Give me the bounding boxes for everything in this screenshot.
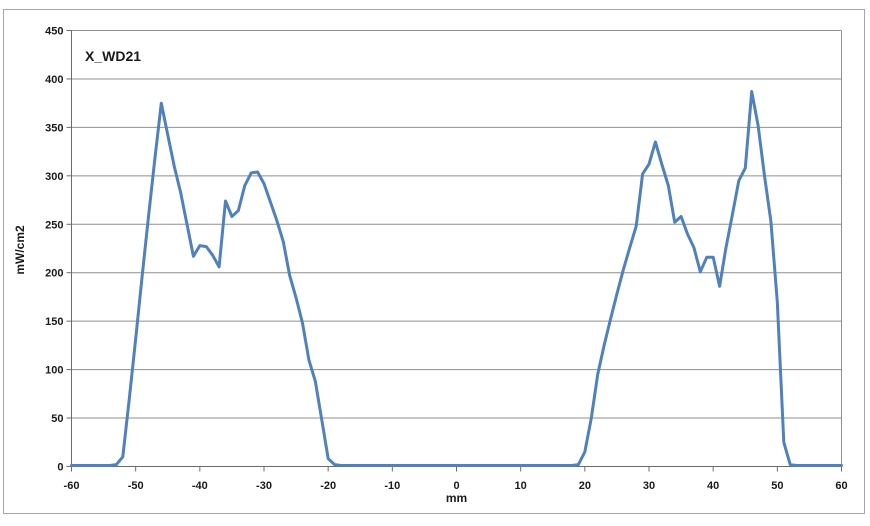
x-tick-label--30: -30 xyxy=(256,480,272,492)
y-tick-label-350: 350 xyxy=(45,122,63,134)
x-tick-label--40: -40 xyxy=(192,480,208,492)
x-tick-label--20: -20 xyxy=(320,480,336,492)
y-tick-label-50: 50 xyxy=(51,413,63,425)
x-axis-title: mm xyxy=(446,491,467,505)
y-tick-label-150: 150 xyxy=(45,316,63,328)
chart-frame xyxy=(3,9,865,514)
chart-title: X_WD21 xyxy=(85,48,141,64)
x-tick-label-0: 0 xyxy=(453,480,459,492)
y-tick-label-300: 300 xyxy=(45,171,63,183)
x-tick-label--10: -10 xyxy=(384,480,400,492)
y-tick-label-100: 100 xyxy=(45,365,63,377)
y-axis-title: mW/cm2 xyxy=(13,225,27,275)
x-tick-label--50: -50 xyxy=(128,480,144,492)
series-line-x-wd21 xyxy=(70,90,843,467)
x-tick-label-30: 30 xyxy=(643,480,655,492)
x-tick-label-60: 60 xyxy=(835,480,847,492)
x-tick-label-10: 10 xyxy=(515,480,527,492)
y-axis-tick-labels: 0 50 100 150 200 250 300 350 400 450 xyxy=(45,26,63,474)
x-tick-label--60: -60 xyxy=(64,480,80,492)
y-tick-label-450: 450 xyxy=(45,26,63,38)
x-tick-label-50: 50 xyxy=(771,480,783,492)
x-tick-label-40: 40 xyxy=(707,480,719,492)
x-tick-label-20: 20 xyxy=(579,480,591,492)
y-tick-label-0: 0 xyxy=(57,462,63,474)
x-axis-tick-labels: -60 -50 -40 -30 -20 -10 0 10 20 30 40 50 60 xyxy=(64,480,848,492)
y-tick-label-200: 200 xyxy=(45,268,63,280)
gridlines xyxy=(71,30,842,419)
x-axis-ticks xyxy=(71,466,842,472)
y-tick-label-400: 400 xyxy=(45,74,63,86)
y-tick-label-250: 250 xyxy=(45,219,63,231)
